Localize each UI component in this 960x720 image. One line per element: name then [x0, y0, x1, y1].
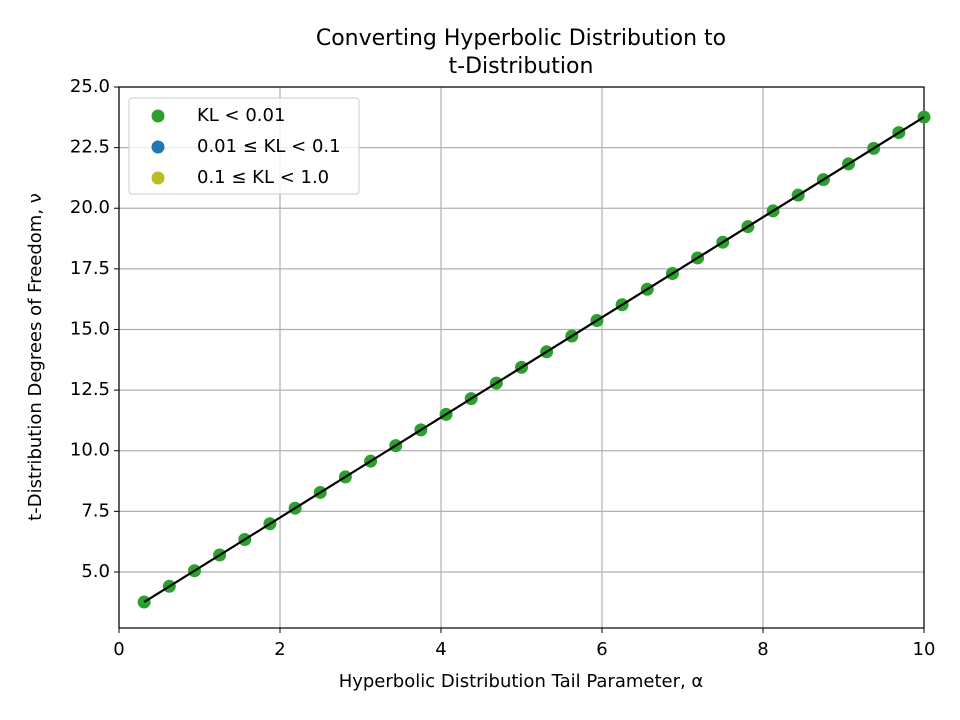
y-axis-label: t-Distribution Degrees of Freedom, ν	[25, 193, 46, 521]
legend-label: 0.01 ≤ KL < 0.1	[197, 136, 341, 157]
legend-label: KL < 0.01	[197, 105, 285, 126]
legend-marker	[151, 171, 165, 185]
y-tick-label: 25.0	[70, 76, 110, 97]
legend-marker	[151, 140, 165, 154]
y-tick-label: 17.5	[70, 258, 110, 279]
y-tick-label: 10.0	[70, 440, 110, 461]
y-tick-label: 15.0	[70, 318, 110, 339]
x-tick-label: 8	[757, 639, 768, 660]
y-tick-label: 7.5	[81, 500, 110, 521]
x-tick-label: 0	[113, 639, 124, 660]
legend-label: 0.1 ≤ KL < 1.0	[197, 167, 329, 188]
x-tick-label: 4	[435, 639, 446, 660]
x-tick-label: 6	[596, 639, 607, 660]
y-tick-label: 12.5	[70, 379, 110, 400]
chart-title: Converting Hyperbolic Distribution to	[316, 26, 726, 51]
plot-frame	[118, 86, 925, 629]
legend-box	[128, 97, 360, 195]
x-axis-label: Hyperbolic Distribution Tail Parameter, …	[339, 671, 704, 692]
y-tick-label: 5.0	[81, 561, 110, 582]
fit-line	[143, 116, 925, 603]
y-tick-label: 22.5	[70, 137, 110, 158]
x-tick-label: 10	[913, 639, 936, 660]
legend-marker	[151, 109, 165, 123]
chart-title: t-Distribution	[449, 54, 594, 79]
x-tick-label: 2	[274, 639, 285, 660]
y-tick-label: 20.0	[70, 197, 110, 218]
